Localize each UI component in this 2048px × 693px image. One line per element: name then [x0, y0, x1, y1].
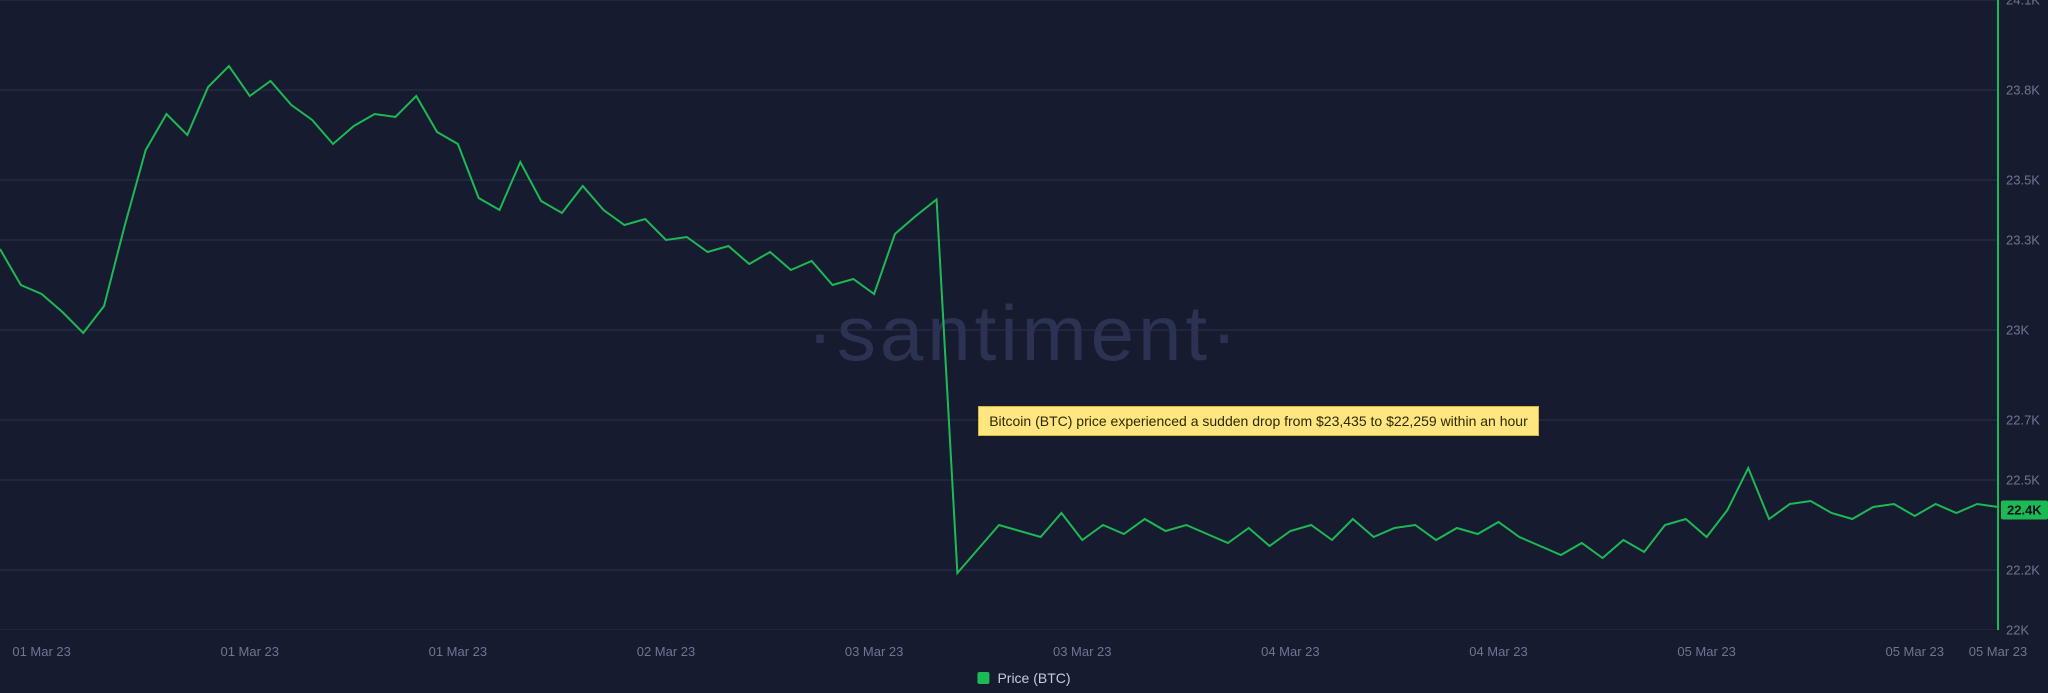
x-tick-label: 02 Mar 23 — [637, 644, 696, 659]
y-tick-label: 22.5K — [2006, 473, 2040, 488]
legend: Price (BTC) — [977, 670, 1070, 686]
y-tick-label: 23K — [2006, 323, 2029, 338]
y-tick-label: 22K — [2006, 623, 2029, 638]
y-tick-label: 24.1K — [2006, 0, 2040, 8]
y-tick-label: 23.5K — [2006, 173, 2040, 188]
x-tick-label: 01 Mar 23 — [429, 644, 488, 659]
y-tick-label: 23.3K — [2006, 233, 2040, 248]
current-price-badge: 22.4K — [2001, 501, 2048, 520]
plot-svg — [0, 0, 1998, 630]
price-line — [0, 66, 1998, 573]
x-tick-label: 04 Mar 23 — [1469, 644, 1528, 659]
y-tick-label: 22.7K — [2006, 413, 2040, 428]
legend-swatch — [977, 672, 989, 684]
x-tick-label: 04 Mar 23 — [1261, 644, 1320, 659]
x-tick-label: 05 Mar 23 — [1885, 644, 1944, 659]
gridlines — [0, 0, 1998, 630]
price-drop-annotation: Bitcoin (BTC) price experienced a sudden… — [978, 406, 1539, 436]
legend-label: Price (BTC) — [997, 670, 1070, 686]
x-tick-label: 05 Mar 23 — [1969, 644, 2028, 659]
y-tick-label: 22.2K — [2006, 563, 2040, 578]
x-tick-label: 03 Mar 23 — [845, 644, 904, 659]
right-axis-border — [1997, 0, 1999, 630]
x-tick-label: 01 Mar 23 — [220, 644, 279, 659]
x-tick-label: 01 Mar 23 — [12, 644, 71, 659]
x-tick-label: 03 Mar 23 — [1053, 644, 1112, 659]
y-tick-label: 23.8K — [2006, 83, 2040, 98]
price-chart[interactable]: ·santiment· 24.1K23.8K23.5K23.3K23K22.7K… — [0, 0, 2048, 693]
x-tick-label: 05 Mar 23 — [1677, 644, 1736, 659]
